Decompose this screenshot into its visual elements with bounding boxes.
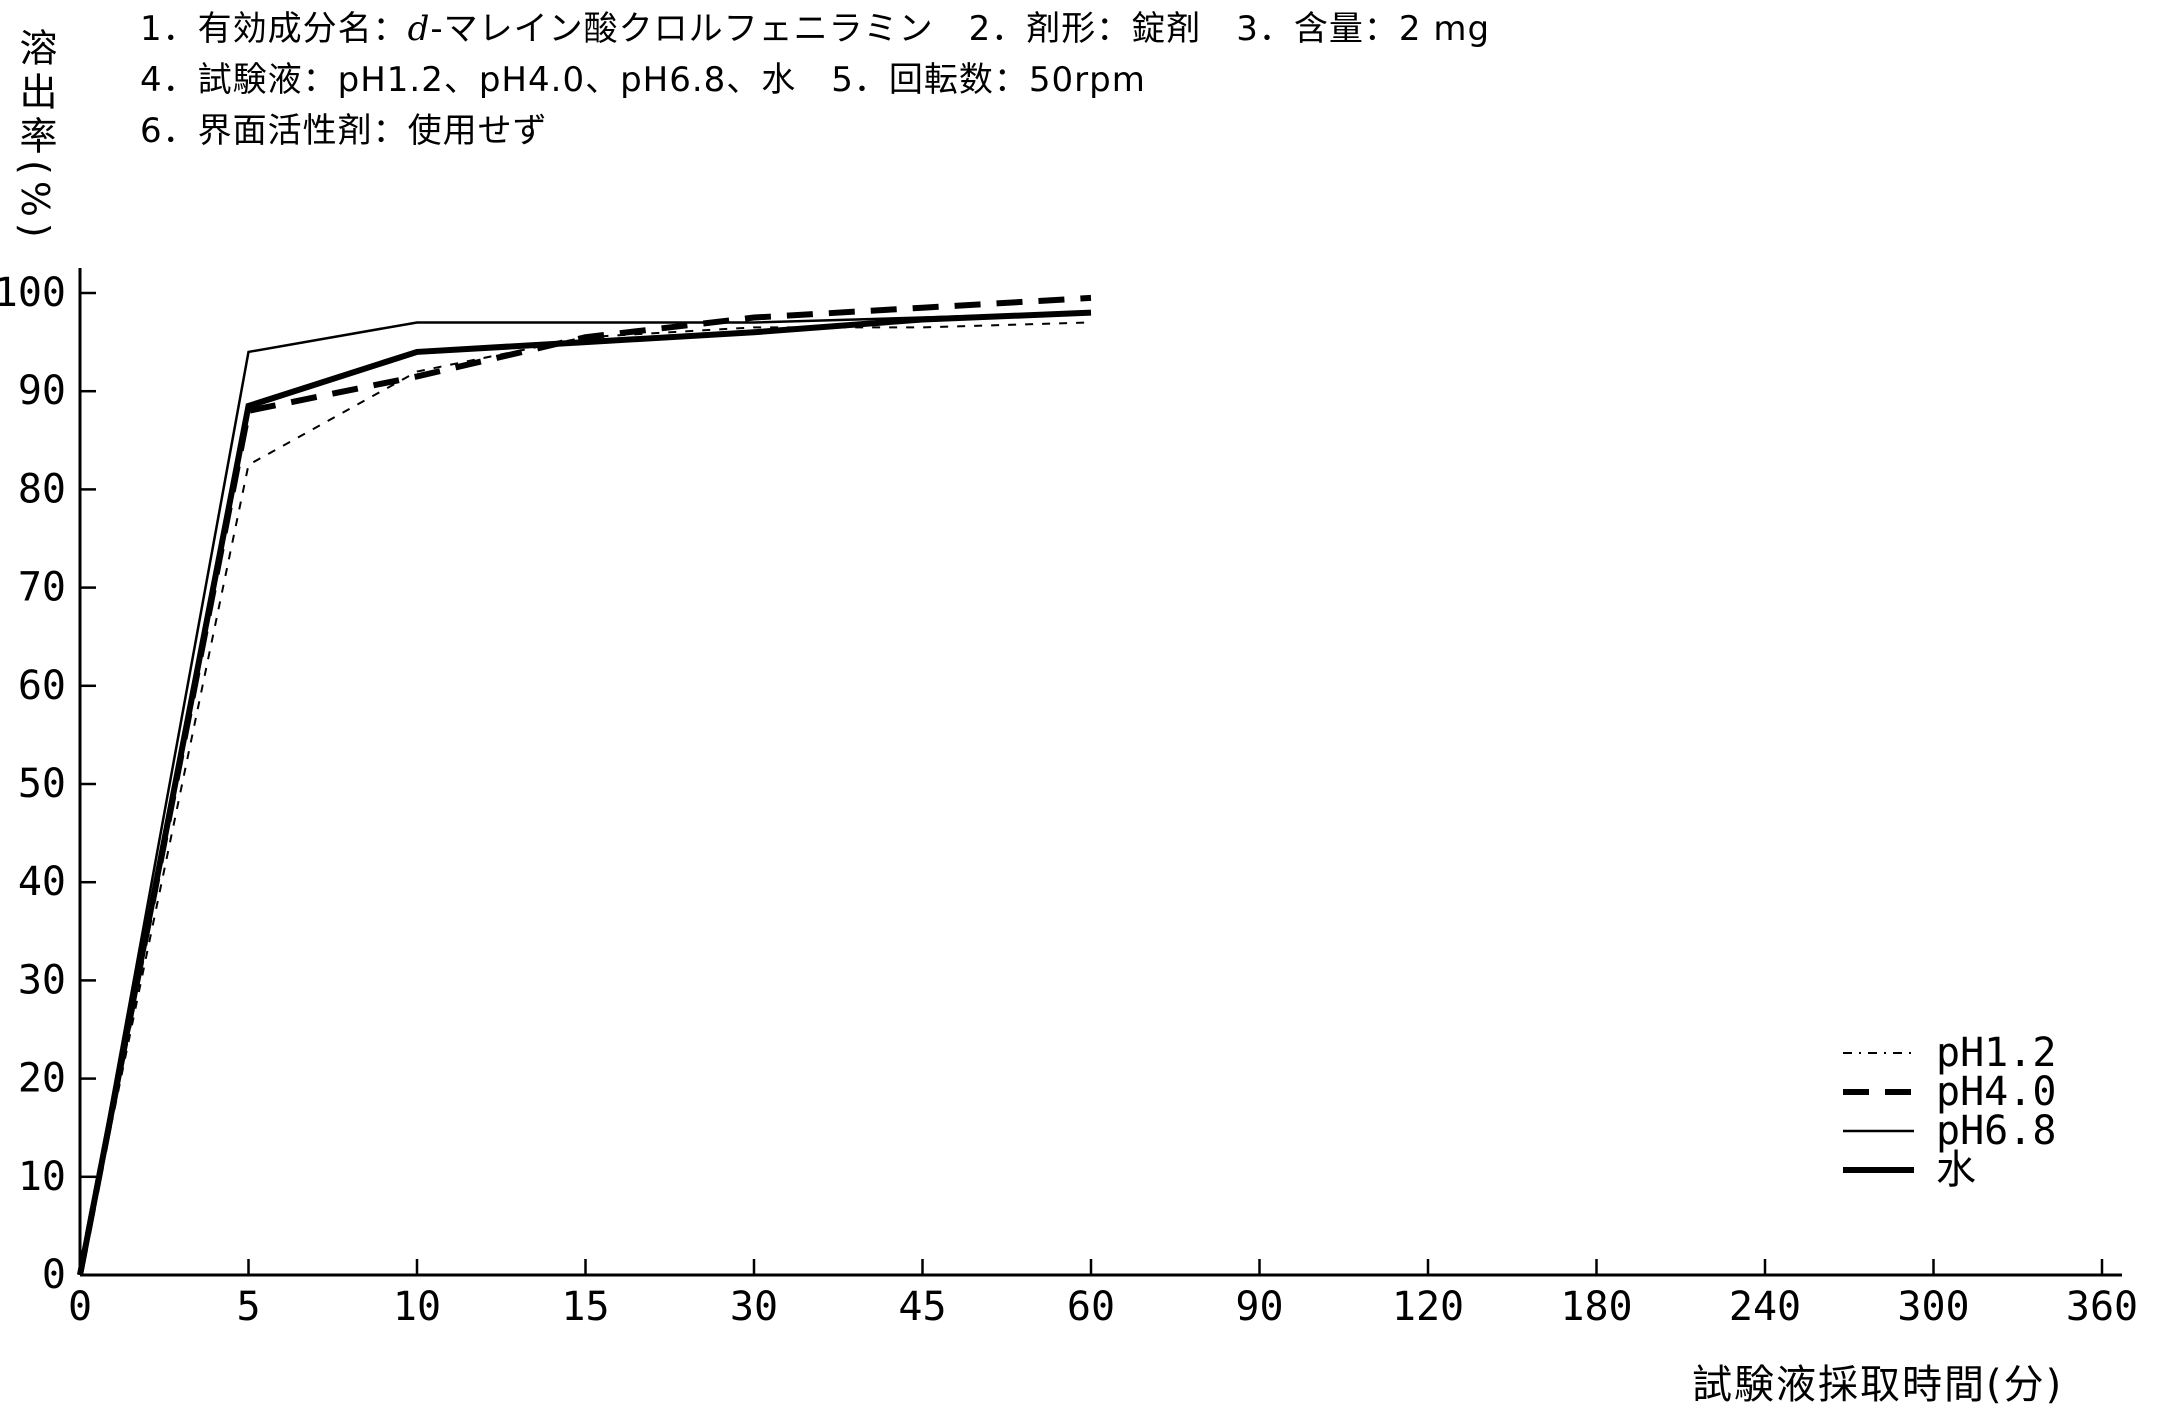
x-tick-label: 300 xyxy=(1897,1284,1969,1330)
series-line-4 xyxy=(77,309,1092,1276)
x-tick-label: 10 xyxy=(393,1284,441,1330)
y-tick-label: 60 xyxy=(18,663,66,709)
active-ingredient-d-italic: d xyxy=(407,9,431,49)
y-tick-label: 20 xyxy=(18,1056,66,1102)
x-tick-label: 5 xyxy=(236,1284,260,1330)
x-tick-label: 240 xyxy=(1729,1284,1801,1330)
y-tick-label: 50 xyxy=(18,761,66,807)
x-axis-title: 試験液採取時間(分) xyxy=(1692,1362,2064,1408)
y-tick-label: 100 xyxy=(0,270,66,316)
condition-line-1-rest: -マレイン酸クロルフェニラミン 2．剤形：錠剤 3．含量：2 mg xyxy=(430,9,1491,49)
condition-line-1-pre: 1．有効成分名： xyxy=(140,9,408,49)
x-tick-label: 15 xyxy=(561,1284,609,1330)
x-tick-label: 30 xyxy=(730,1284,778,1330)
series-line-3 xyxy=(78,311,1092,1276)
y-tick-label: 80 xyxy=(18,466,66,512)
legend-label: 水 xyxy=(1936,1147,1976,1193)
legend-label: pH1.2 xyxy=(1936,1030,2056,1076)
test-conditions: 1．有効成分名：d-マレイン酸クロルフェニラミン 2．剤形：錠剤 3．含量：2 … xyxy=(140,4,1490,157)
series-line-2 xyxy=(77,294,1092,1276)
y-tick-label: 30 xyxy=(18,957,66,1003)
x-tick-label: 60 xyxy=(1067,1284,1115,1330)
condition-line-3: 6．界面活性剤：使用せず xyxy=(140,111,548,151)
y-tick-label: 40 xyxy=(18,859,66,905)
series-line-1 xyxy=(79,321,1092,1276)
x-tick-label: 360 xyxy=(2066,1284,2138,1330)
y-tick-label: 90 xyxy=(18,368,66,414)
x-tick-label: 90 xyxy=(1235,1284,1283,1330)
x-tick-label: 180 xyxy=(1560,1284,1632,1330)
legend-label: pH6.8 xyxy=(1936,1108,2056,1154)
legend-label: pH4.0 xyxy=(1936,1069,2056,1115)
y-tick-label: 70 xyxy=(18,565,66,611)
condition-line-2: 4．試験液：pH1.2、pH4.0、pH6.8、水 5．回転数：50rpm xyxy=(140,60,1146,100)
condition-line-1: 1．有効成分名：d-マレイン酸クロルフェニラミン 2．剤形：錠剤 3．含量：2 … xyxy=(140,4,1490,55)
y-tick-label: 10 xyxy=(18,1154,66,1200)
y-axis-title: 溶出率(%) xyxy=(13,28,57,244)
y-tick-label: 0 xyxy=(42,1252,66,1298)
x-tick-label: 120 xyxy=(1392,1284,1464,1330)
x-tick-label: 0 xyxy=(68,1284,92,1330)
x-tick-label: 45 xyxy=(898,1284,946,1330)
